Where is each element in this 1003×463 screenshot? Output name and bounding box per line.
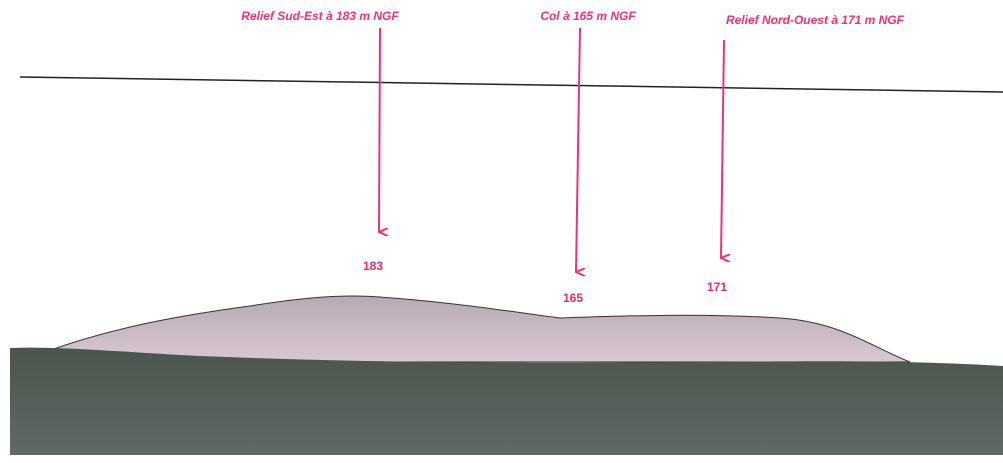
annotation-label: Relief Sud-Est à 183 m NGF — [241, 9, 399, 23]
arrow — [379, 27, 380, 232]
elevation-label: 171 — [707, 280, 727, 294]
arrow — [576, 27, 580, 272]
arrow — [721, 39, 724, 258]
hills — [44, 295, 911, 363]
horizon-line — [19, 76, 1003, 93]
foreground-field — [10, 347, 1003, 455]
elevation-label: 183 — [363, 259, 383, 273]
annotation-label: Relief Nord-Ouest à 171 m NGF — [726, 13, 905, 27]
annotation-label: Col à 165 m NGF — [540, 9, 636, 23]
elevation-label: 165 — [563, 291, 583, 305]
